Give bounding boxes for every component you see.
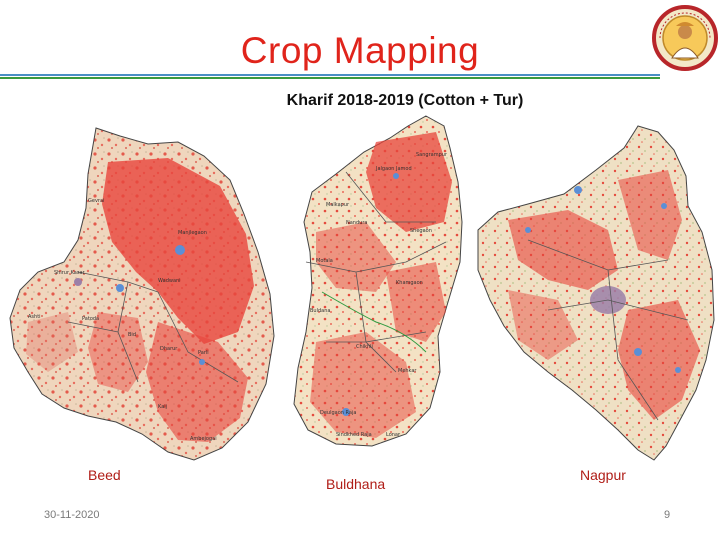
nagpur-map-label: Nagpur	[580, 467, 626, 483]
svg-text:Bid: Bid	[128, 332, 136, 338]
svg-text:Shegaon: Shegaon	[410, 228, 432, 234]
svg-text:Parli: Parli	[198, 350, 209, 356]
beed-map-label: Beed	[88, 467, 121, 483]
svg-text:Khamgaon: Khamgaon	[396, 280, 423, 286]
svg-text:Chikhli: Chikhli	[356, 344, 373, 350]
nagpur-district-map	[477, 125, 715, 461]
svg-text:Buldana: Buldana	[310, 308, 330, 314]
svg-text:Ambejogai: Ambejogai	[190, 436, 217, 442]
svg-text:Ashti: Ashti	[28, 314, 41, 320]
svg-text:Wadwani: Wadwani	[158, 278, 181, 284]
svg-text:Patoda: Patoda	[82, 316, 99, 322]
svg-text:Deulgaon Raja: Deulgaon Raja	[320, 410, 356, 416]
svg-text:Nandura: Nandura	[346, 220, 367, 226]
svg-text:Shirur Kasar: Shirur Kasar	[54, 270, 86, 276]
buldhana-map-label: Buldhana	[326, 476, 386, 492]
svg-text:Jalgaon Jamod: Jalgaon Jamod	[375, 166, 412, 172]
svg-text:Gevrai: Gevrai	[88, 198, 104, 204]
svg-text:Kaij: Kaij	[158, 404, 167, 410]
slide-subtitle: Kharif 2018-2019 (Cotton + Tur)	[286, 92, 524, 109]
title-divider-blue	[0, 74, 660, 76]
svg-text:Mehkar: Mehkar	[398, 368, 417, 374]
svg-text:Malkapur: Malkapur	[326, 202, 350, 208]
slide-title: Crop Mapping	[240, 30, 480, 71]
university-seal-logo	[652, 5, 718, 71]
svg-text:Motala: Motala	[316, 258, 333, 264]
svg-text:Dharur: Dharur	[160, 346, 178, 352]
svg-text:Lonar: Lonar	[386, 432, 401, 438]
slide-date: 30-11-2020	[44, 509, 100, 521]
svg-text:Sindkhed Raja: Sindkhed Raja	[336, 432, 372, 438]
svg-text:Sangrampur: Sangrampur	[416, 152, 448, 158]
svg-text:Manjlegaon: Manjlegaon	[178, 230, 207, 236]
buldhana-district-map: Sangrampur Jalgaon Jamod Malkapur Nandur…	[293, 115, 463, 447]
beed-district-map: Gevrai Manjlegaon Shirur Kasar Wadwani A…	[9, 127, 275, 461]
slide-page-number: 9	[664, 509, 671, 521]
title-divider-green	[0, 77, 660, 79]
